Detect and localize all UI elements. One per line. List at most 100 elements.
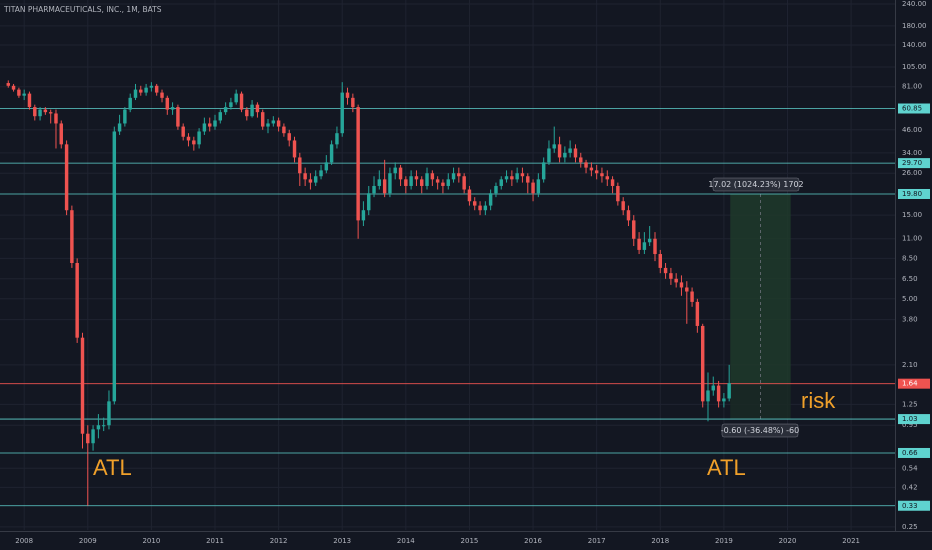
candle-body bbox=[695, 301, 700, 326]
measure-box bbox=[712, 177, 800, 192]
candle-body bbox=[377, 179, 382, 186]
candle-body bbox=[38, 109, 42, 117]
candle-body bbox=[128, 97, 132, 110]
candle-body bbox=[101, 425, 106, 427]
level-label-box bbox=[898, 103, 930, 114]
candle-body bbox=[192, 140, 196, 145]
candle-body bbox=[6, 83, 10, 86]
candle-body bbox=[642, 242, 647, 250]
candle-body bbox=[260, 112, 265, 127]
candle-body bbox=[457, 173, 461, 177]
candle-body bbox=[54, 113, 58, 124]
y-tick-label: 2.10 bbox=[902, 361, 918, 369]
stop-zone bbox=[730, 383, 791, 420]
candle-body bbox=[589, 167, 594, 171]
candle-body bbox=[64, 144, 69, 211]
candle-body bbox=[80, 337, 85, 434]
candle-body bbox=[600, 173, 604, 177]
level-label: 60.85 bbox=[902, 105, 922, 113]
candle-body bbox=[616, 185, 620, 202]
y-tick-label: 6.50 bbox=[902, 275, 918, 283]
candle-body bbox=[139, 89, 143, 93]
candle-body bbox=[462, 176, 466, 190]
candle-body bbox=[420, 179, 424, 186]
candle-body bbox=[287, 133, 291, 141]
target-zone bbox=[730, 193, 791, 384]
candle-body bbox=[234, 93, 238, 103]
candle-body bbox=[292, 140, 297, 158]
axes: 2008 2009 2010 2011 2012 2013 2014 2015 2016 2017… bbox=[15, 0, 930, 545]
candle-body bbox=[250, 104, 254, 117]
candle-body bbox=[398, 167, 403, 180]
x-tick-label: 2019 bbox=[715, 537, 733, 545]
candle-body bbox=[605, 176, 610, 180]
candle-body bbox=[541, 162, 546, 180]
candle-body bbox=[706, 390, 710, 402]
candle-body bbox=[499, 179, 503, 186]
candle-body bbox=[276, 120, 281, 127]
y-tick-label: 140.00 bbox=[902, 41, 927, 49]
x-tick-label: 2016 bbox=[524, 537, 542, 545]
candle-body bbox=[425, 173, 429, 186]
y-tick-label: 3.80 bbox=[902, 316, 918, 324]
candle-body bbox=[409, 176, 413, 186]
level-label-box bbox=[898, 378, 930, 389]
level-label-box bbox=[898, 188, 930, 199]
candle-body bbox=[59, 123, 63, 145]
candle-body bbox=[653, 238, 657, 255]
candle-body bbox=[329, 144, 334, 163]
candle-body bbox=[563, 152, 567, 158]
candle-body bbox=[483, 205, 488, 211]
y-tick-label: 5.00 bbox=[902, 295, 918, 303]
x-tick-label: 2018 bbox=[651, 537, 669, 545]
candle-body bbox=[271, 120, 276, 124]
candle-body bbox=[414, 176, 419, 180]
y-tick-label: 34.00 bbox=[902, 149, 922, 157]
candle-body bbox=[510, 176, 514, 180]
measure-label: -0.60 (-36.48%) -60 bbox=[721, 426, 799, 435]
candle-body bbox=[647, 238, 652, 243]
candle-body bbox=[202, 123, 207, 132]
level-label-box bbox=[898, 447, 930, 458]
chart-title: TITAN PHARMACEUTICALS, INC., 1M, BATS bbox=[3, 5, 162, 14]
candle-body bbox=[255, 104, 260, 113]
candle-body bbox=[154, 85, 159, 93]
candle-body bbox=[547, 148, 551, 163]
x-tick-label: 2013 bbox=[333, 537, 351, 545]
y-tick-label: 81.00 bbox=[902, 83, 922, 91]
candle-body bbox=[372, 185, 376, 194]
x-tick-label: 2010 bbox=[142, 537, 160, 545]
candle-body bbox=[308, 179, 313, 183]
candle-body bbox=[70, 210, 74, 263]
candle-body bbox=[690, 291, 694, 302]
level-label: 29.70 bbox=[902, 159, 922, 167]
x-tick-label: 2014 bbox=[397, 537, 415, 545]
candle-body bbox=[478, 205, 482, 211]
candle-body bbox=[679, 282, 684, 288]
level-label-box bbox=[898, 158, 930, 169]
candle-body bbox=[75, 262, 79, 338]
candle-body bbox=[319, 170, 323, 177]
y-tick-label: 0.54 bbox=[902, 464, 918, 472]
candle-body bbox=[313, 176, 318, 183]
candle-body bbox=[610, 179, 615, 186]
candle-body bbox=[48, 112, 53, 114]
candle-body bbox=[176, 107, 180, 127]
y-tick-label: 180.00 bbox=[902, 22, 927, 30]
candle-body bbox=[637, 238, 641, 250]
candle-body bbox=[229, 102, 233, 108]
candle-body bbox=[218, 112, 223, 121]
y-tick-label: 15.00 bbox=[902, 211, 922, 219]
candle-body bbox=[107, 401, 111, 426]
x-tick-label: 2011 bbox=[206, 537, 224, 545]
candle-body bbox=[340, 92, 344, 134]
candle-body bbox=[526, 176, 530, 183]
candle-body bbox=[382, 179, 387, 194]
candle-body bbox=[531, 182, 535, 194]
candle-body bbox=[663, 267, 668, 274]
candle-body bbox=[43, 109, 48, 113]
candle-body bbox=[33, 107, 37, 117]
candle-body bbox=[536, 179, 541, 194]
candle-body bbox=[557, 144, 562, 158]
